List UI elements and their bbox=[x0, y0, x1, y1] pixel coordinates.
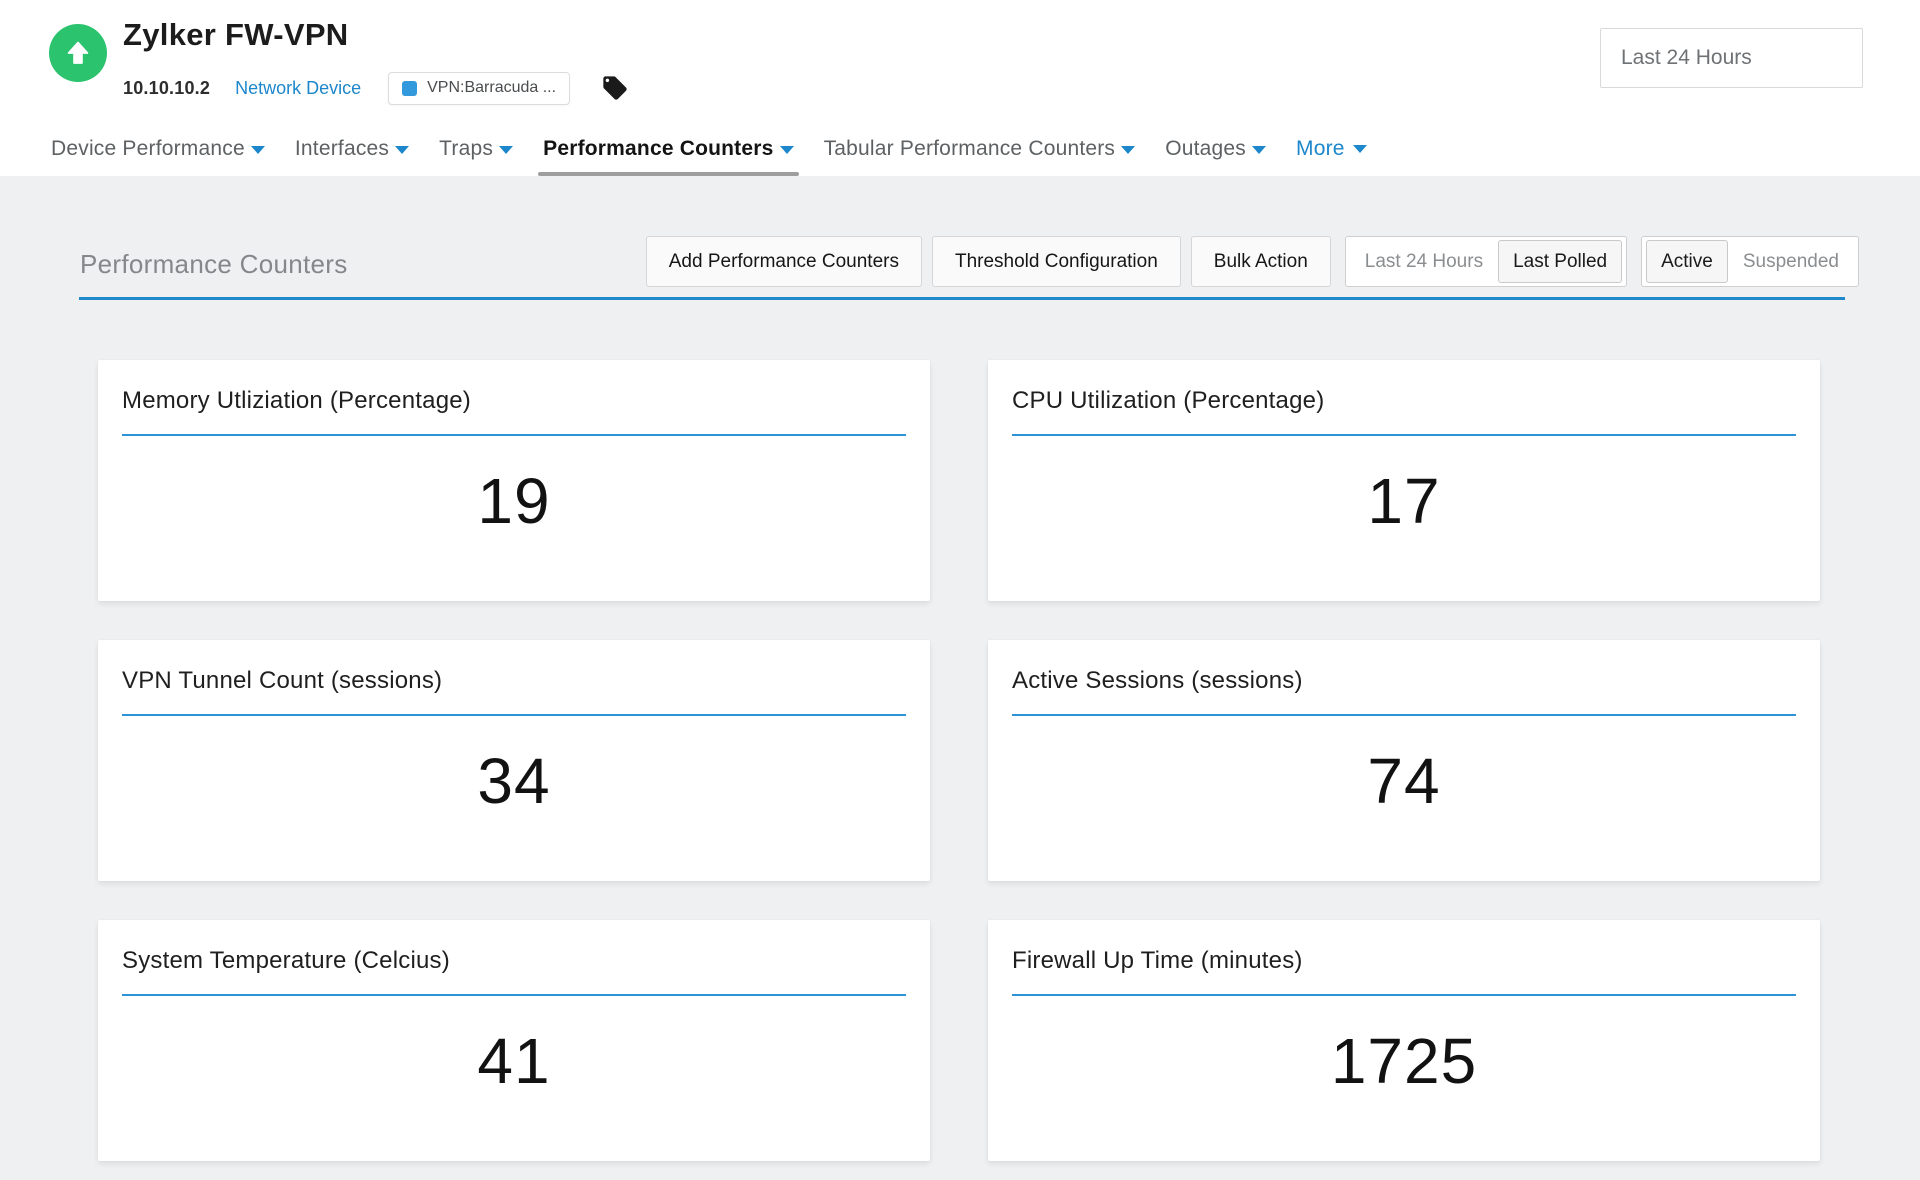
tab-outages[interactable]: Outages bbox=[1163, 137, 1268, 176]
time-range-value: Last 24 Hours bbox=[1621, 46, 1752, 69]
bulk-action-button[interactable]: Bulk Action bbox=[1190, 236, 1331, 287]
counter-value: 41 bbox=[477, 1025, 551, 1097]
device-name: Zylker FW-VPN bbox=[123, 17, 349, 52]
counter-card: Active Sessions (sessions) 74 bbox=[988, 640, 1820, 881]
time-mode-toggle: Last 24 Hours Last Polled bbox=[1344, 236, 1628, 287]
tab-label: Performance Counters bbox=[543, 137, 774, 160]
page-header: Zylker FW-VPN 10.10.10.2 Network Device … bbox=[0, 0, 1920, 176]
time-range-dropdown[interactable]: Last 24 Hours bbox=[1600, 28, 1863, 88]
counter-card: Memory Utliziation (Percentage) 19 bbox=[98, 360, 930, 601]
tab-interfaces[interactable]: Interfaces bbox=[293, 137, 411, 176]
counter-title: Memory Utliziation (Percentage) bbox=[122, 387, 471, 414]
toggle-last-24-hours[interactable]: Last 24 Hours bbox=[1364, 250, 1484, 272]
tag-color-swatch bbox=[402, 80, 418, 96]
tab-label: More bbox=[1296, 137, 1345, 160]
counter-cards-grid: Memory Utliziation (Percentage) 19 CPU U… bbox=[98, 360, 1820, 1161]
counter-title: System Temperature (Celcius) bbox=[122, 947, 450, 974]
counter-value: 34 bbox=[477, 745, 551, 817]
tab-traps[interactable]: Traps bbox=[437, 137, 515, 176]
tab-label: Interfaces bbox=[294, 137, 390, 160]
chevron-down-icon bbox=[1121, 146, 1136, 154]
tab-device-performance[interactable]: Device Performance bbox=[49, 137, 267, 176]
card-title-underline bbox=[1012, 434, 1796, 436]
card-title-underline bbox=[1012, 994, 1796, 996]
tag-chip-label: VPN:Barracuda ... bbox=[427, 79, 557, 96]
counter-title: VPN Tunnel Count (sessions) bbox=[122, 667, 443, 694]
tab-label: Device Performance bbox=[51, 137, 245, 160]
tab-tabular-performance-counters[interactable]: Tabular Performance Counters bbox=[822, 137, 1138, 176]
tab-label: Outages bbox=[1165, 137, 1246, 160]
card-title-underline bbox=[122, 994, 906, 996]
counter-card: Firewall Up Time (minutes) 1725 bbox=[988, 920, 1820, 1161]
tag-icon[interactable] bbox=[601, 74, 629, 102]
toggle-active[interactable]: Active bbox=[1646, 240, 1728, 283]
device-subrow: 10.10.10.2 Network Device VPN:Barracuda … bbox=[123, 71, 629, 105]
up-arrow-icon bbox=[67, 41, 89, 64]
tab-performance-counters[interactable]: Performance Counters bbox=[538, 137, 800, 176]
chevron-down-icon bbox=[1352, 144, 1367, 153]
device-status-up-icon bbox=[49, 24, 107, 82]
tab-bar: Device Performance Interfaces Traps Perf… bbox=[49, 137, 1369, 176]
card-title-underline bbox=[1012, 714, 1796, 716]
section-divider bbox=[79, 297, 1845, 300]
toggle-suspended[interactable]: Suspended bbox=[1742, 250, 1839, 272]
device-type-link[interactable]: Network Device bbox=[235, 77, 362, 98]
counter-title: CPU Utilization (Percentage) bbox=[1012, 387, 1325, 414]
device-ip: 10.10.10.2 bbox=[123, 77, 211, 98]
tab-label: Traps bbox=[439, 137, 494, 160]
chevron-down-icon bbox=[250, 146, 265, 154]
counter-value: 17 bbox=[1367, 465, 1441, 537]
tab-label: Tabular Performance Counters bbox=[823, 137, 1116, 160]
counter-title: Active Sessions (sessions) bbox=[1012, 667, 1303, 694]
threshold-configuration-button[interactable]: Threshold Configuration bbox=[931, 236, 1181, 287]
card-title-underline bbox=[122, 714, 906, 716]
chevron-down-icon bbox=[395, 146, 410, 154]
add-performance-counters-button[interactable]: Add Performance Counters bbox=[645, 236, 922, 287]
chevron-down-icon bbox=[499, 146, 514, 154]
card-title-underline bbox=[122, 434, 906, 436]
tab-more[interactable]: More bbox=[1294, 137, 1369, 176]
counter-card: VPN Tunnel Count (sessions) 34 bbox=[98, 640, 930, 881]
tag-chip[interactable]: VPN:Barracuda ... bbox=[388, 71, 571, 105]
state-toggle: Active Suspended bbox=[1641, 236, 1859, 287]
performance-counters-panel: Performance Counters Add Performance Cou… bbox=[0, 176, 1920, 1180]
counter-value: 74 bbox=[1367, 745, 1441, 817]
chevron-down-icon bbox=[779, 146, 794, 154]
toolbar: Add Performance Counters Threshold Confi… bbox=[645, 236, 1859, 287]
section-title: Performance Counters bbox=[80, 249, 348, 279]
chevron-down-icon bbox=[1252, 146, 1267, 154]
counter-value: 19 bbox=[477, 465, 551, 537]
counter-card: System Temperature (Celcius) 41 bbox=[98, 920, 930, 1161]
counter-card: CPU Utilization (Percentage) 17 bbox=[988, 360, 1820, 601]
counter-title: Firewall Up Time (minutes) bbox=[1012, 947, 1303, 974]
counter-value: 1725 bbox=[1330, 1025, 1478, 1097]
toggle-last-polled[interactable]: Last Polled bbox=[1498, 240, 1623, 283]
